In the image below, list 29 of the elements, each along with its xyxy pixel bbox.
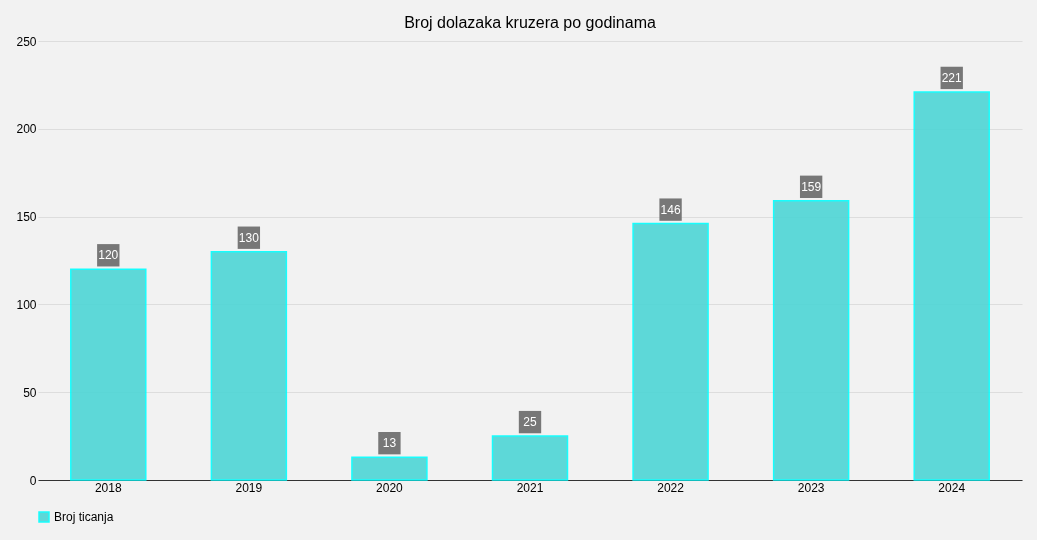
bar <box>210 250 288 481</box>
y-tick-label: 250 <box>16 34 37 49</box>
x-tick-label: 2021 <box>516 480 544 495</box>
chart-title: Broj dolazaka kruzera po godinama <box>404 14 656 31</box>
y-tick-label: 200 <box>16 122 37 137</box>
y-tick-label: 150 <box>16 210 37 225</box>
x-tick-label: 2024 <box>938 480 966 495</box>
bar <box>491 435 569 481</box>
bar <box>772 200 850 481</box>
data-label: 159 <box>801 179 822 194</box>
bar <box>913 91 990 481</box>
x-tick-label: 2019 <box>235 480 263 495</box>
x-tick-label: 2023 <box>797 480 825 495</box>
data-label: 221 <box>941 70 963 85</box>
bar <box>70 268 147 481</box>
x-tick-label: 2020 <box>376 480 404 495</box>
data-label: 120 <box>98 248 119 263</box>
data-label: 13 <box>382 436 397 451</box>
x-tick-label: 2022 <box>657 480 685 495</box>
y-tick-label: 50 <box>23 385 37 400</box>
x-tick-label: 2018 <box>94 480 122 495</box>
y-tick-label: 0 <box>29 473 37 488</box>
y-tick-label: 100 <box>16 297 37 312</box>
bar <box>351 456 428 481</box>
legend-label: Broj ticanja <box>54 510 114 524</box>
data-label: 146 <box>660 202 681 217</box>
data-label: 25 <box>523 415 537 430</box>
bar <box>632 222 709 481</box>
data-label: 130 <box>238 230 260 245</box>
